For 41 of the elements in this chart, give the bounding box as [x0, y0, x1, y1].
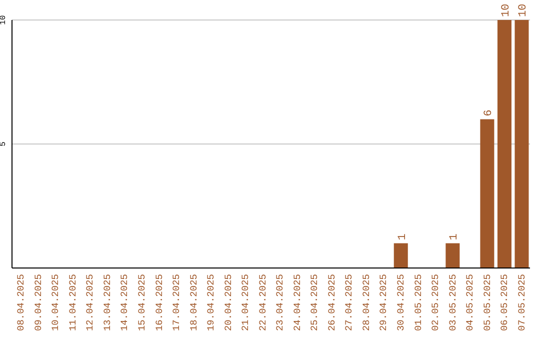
x-tick-label: 17.04.2025: [171, 274, 182, 332]
x-tick-label: 13.04.2025: [102, 274, 113, 332]
data-label: 10: [500, 4, 512, 17]
x-tick-label: 27.04.2025: [344, 274, 355, 332]
data-label: 6: [483, 110, 496, 116]
x-tick-label: 24.04.2025: [292, 274, 303, 332]
x-tick-label: 21.04.2025: [240, 274, 252, 332]
x-tick-label: 14.04.2025: [119, 274, 130, 332]
bar: [446, 243, 460, 268]
x-tick-label: 23.04.2025: [274, 274, 286, 332]
x-tick-label: 28.04.2025: [360, 274, 372, 332]
x-tick-label: 10.04.2025: [50, 274, 62, 332]
x-tick-label: 29.04.2025: [378, 274, 390, 332]
bar: [497, 20, 512, 268]
data-label: 1: [448, 233, 461, 240]
bar: [480, 119, 494, 268]
x-tick-label: 09.04.2025: [32, 274, 44, 332]
x-tick-label: 25.04.2025: [309, 274, 320, 332]
y-tick-label: 5: [0, 141, 8, 146]
x-tick-label: 11.04.2025: [67, 274, 78, 332]
x-tick-label: 18.04.2025: [188, 274, 200, 332]
x-tick-label: 12.04.2025: [84, 274, 96, 332]
x-tick-label: 03.05.2025: [447, 274, 458, 332]
x-tick-label: 06.05.2025: [499, 274, 510, 332]
x-tick-label: 05.05.2025: [482, 274, 493, 332]
x-tick-label: 30.04.2025: [396, 274, 406, 332]
x-tick-label: 22.04.2025: [257, 274, 268, 332]
x-tick-label: 07.05.2025: [516, 274, 528, 332]
x-tick-label: 04.05.2025: [464, 274, 476, 332]
x-tick-label: 08.04.2025: [16, 274, 27, 332]
x-tick-label: 20.04.2025: [222, 274, 234, 332]
x-tick-label: 26.04.2025: [326, 274, 338, 332]
x-tick-label: 01.05.2025: [412, 274, 424, 332]
x-tick-label: 16.04.2025: [154, 274, 165, 332]
x-tick-label: 19.04.2025: [206, 274, 217, 332]
bar: [394, 243, 408, 268]
data-label: 10: [518, 4, 530, 17]
x-tick-label: 15.04.2025: [136, 274, 148, 332]
x-tick-label: 02.05.2025: [430, 274, 442, 332]
data-label: 1: [396, 233, 409, 240]
bar: [514, 20, 529, 268]
